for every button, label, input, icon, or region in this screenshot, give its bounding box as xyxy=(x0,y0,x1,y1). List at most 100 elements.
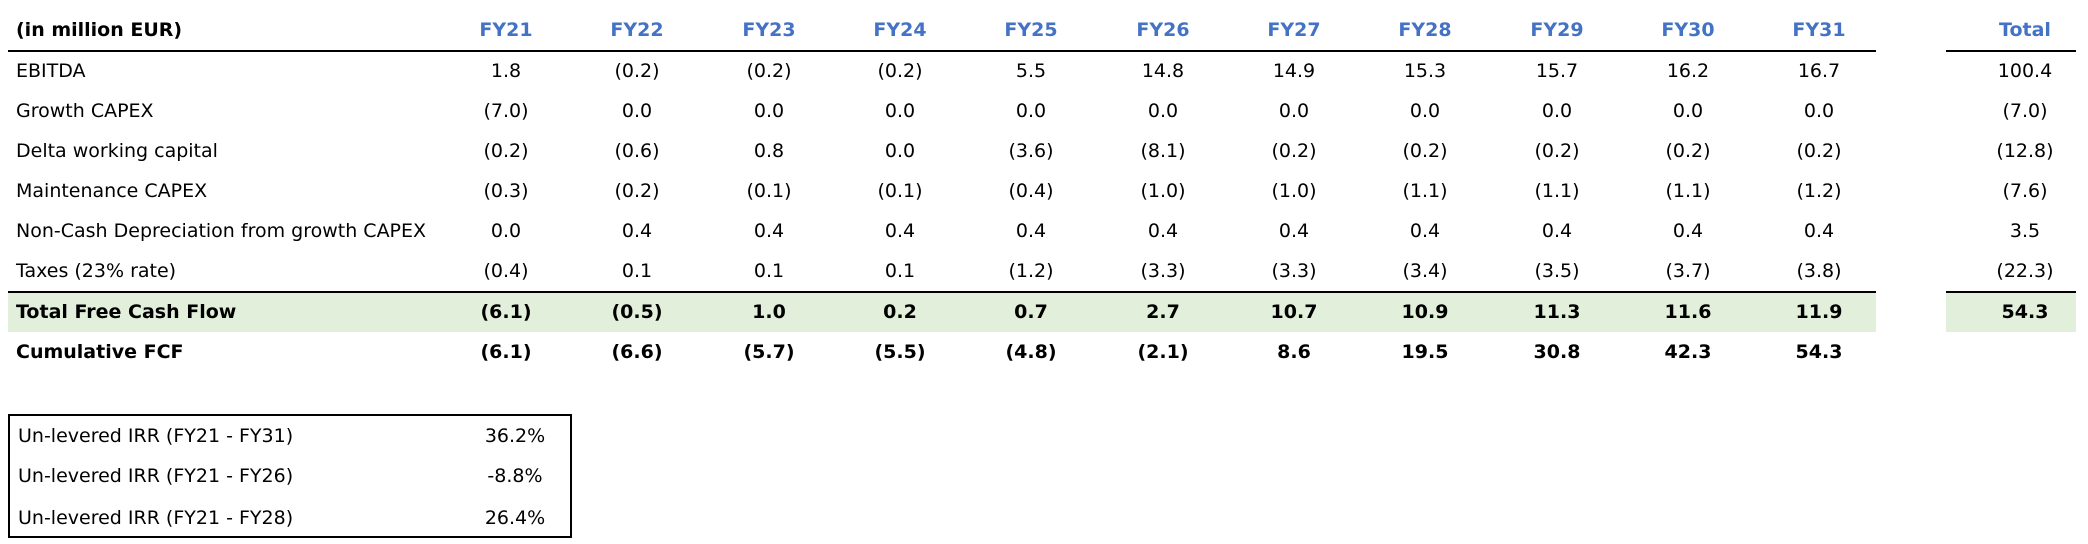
row-value: 0.0 xyxy=(1278,100,1310,122)
row-value: 54.3 xyxy=(1795,341,1843,363)
cumulative-fcf-row: Cumulative FCF (6.1) (6.6) (5.7) (5.5) (… xyxy=(0,332,2088,372)
fcf-highlight-band xyxy=(8,292,1876,332)
row-value: (3.3) xyxy=(1271,260,1317,282)
year-header: FY22 xyxy=(610,19,664,41)
row-value: (3.5) xyxy=(1534,260,1580,282)
row-value: 0.4 xyxy=(1015,220,1047,242)
row-value: (0.2) xyxy=(1402,140,1448,162)
row-total: 100.4 xyxy=(1997,60,2053,82)
year-header: FY29 xyxy=(1530,19,1584,41)
table-row: EBITDA 1.8 (0.2) (0.2) (0.2) 5.5 14.8 14… xyxy=(0,51,2088,91)
row-total: (22.3) xyxy=(1996,260,2054,282)
row-value: 0.0 xyxy=(1409,100,1441,122)
row-label: EBITDA xyxy=(16,60,86,82)
row-value: (5.5) xyxy=(874,341,926,363)
year-header: FY30 xyxy=(1661,19,1715,41)
row-value: (7.0) xyxy=(483,100,529,122)
row-value: (5.7) xyxy=(743,341,795,363)
row-value: 0.0 xyxy=(884,140,916,162)
row-value: 0.1 xyxy=(621,260,653,282)
row-value: (1.2) xyxy=(1796,180,1842,202)
year-header: FY28 xyxy=(1398,19,1452,41)
year-header: FY21 xyxy=(479,19,533,41)
row-value: (1.1) xyxy=(1665,180,1711,202)
row-value: (0.2) xyxy=(483,140,529,162)
row-value: 2.7 xyxy=(1146,301,1180,323)
irr-row: Un-levered IRR (FY21 - FY28) 26.4% xyxy=(10,498,574,538)
row-value: (0.1) xyxy=(746,180,792,202)
row-label: Growth CAPEX xyxy=(16,100,154,122)
row-value: (6.1) xyxy=(480,341,532,363)
row-value: 0.4 xyxy=(753,220,785,242)
row-value: (0.3) xyxy=(483,180,529,202)
year-header: FY24 xyxy=(873,19,927,41)
row-value: 11.9 xyxy=(1795,301,1843,323)
row-label: Total Free Cash Flow xyxy=(16,301,237,323)
row-value: 0.4 xyxy=(1409,220,1441,242)
row-total: 54.3 xyxy=(2001,301,2049,323)
year-header: FY23 xyxy=(742,19,796,41)
row-total: 3.5 xyxy=(2009,220,2041,242)
irr-row: Un-levered IRR (FY21 - FY31) 36.2% xyxy=(10,416,574,456)
row-value: 15.7 xyxy=(1535,60,1579,82)
row-total: (12.8) xyxy=(1996,140,2054,162)
row-value: (6.1) xyxy=(480,301,532,323)
table-row: Delta working capital (0.2) (0.6) 0.8 0.… xyxy=(0,131,2088,171)
row-value: 42.3 xyxy=(1664,341,1712,363)
row-label: Delta working capital xyxy=(16,140,218,162)
row-value: 0.4 xyxy=(1672,220,1704,242)
header-row: (in million EUR) FY21 FY22 FY23 FY24 FY2… xyxy=(0,10,2088,50)
row-value: 14.9 xyxy=(1272,60,1316,82)
row-value: (0.6) xyxy=(614,140,660,162)
row-value: 5.5 xyxy=(1015,60,1047,82)
table-row: Maintenance CAPEX (0.3) (0.2) (0.1) (0.1… xyxy=(0,171,2088,211)
row-label: Maintenance CAPEX xyxy=(16,180,208,202)
row-value: (0.2) xyxy=(614,180,660,202)
row-value: (1.1) xyxy=(1534,180,1580,202)
row-value: 8.6 xyxy=(1277,341,1311,363)
row-value: (0.2) xyxy=(1534,140,1580,162)
irr-label: Un-levered IRR (FY21 - FY31) xyxy=(18,425,294,447)
year-header: FY27 xyxy=(1267,19,1321,41)
row-value: 0.4 xyxy=(1803,220,1835,242)
row-value: (0.4) xyxy=(483,260,529,282)
row-value: 19.5 xyxy=(1401,341,1449,363)
row-value: 15.3 xyxy=(1403,60,1447,82)
row-value: 0.8 xyxy=(753,140,785,162)
row-value: (2.1) xyxy=(1137,341,1189,363)
row-value: 11.3 xyxy=(1533,301,1581,323)
year-header: FY31 xyxy=(1792,19,1846,41)
irr-label: Un-levered IRR (FY21 - FY26) xyxy=(18,465,294,487)
unit-label: (in million EUR) xyxy=(16,19,183,41)
irr-summary-box: Un-levered IRR (FY21 - FY31) 36.2% Un-le… xyxy=(8,414,572,538)
table-row: Non-Cash Depreciation from growth CAPEX … xyxy=(0,211,2088,251)
row-value: (0.2) xyxy=(1796,140,1842,162)
row-value: 0.0 xyxy=(1541,100,1573,122)
row-total: (7.6) xyxy=(2002,180,2048,202)
row-value: 0.0 xyxy=(1015,100,1047,122)
row-value: (0.2) xyxy=(1271,140,1317,162)
row-value: 16.7 xyxy=(1797,60,1841,82)
row-value: (0.2) xyxy=(1665,140,1711,162)
header-rule xyxy=(8,50,1876,52)
row-value: (0.2) xyxy=(877,60,923,82)
row-value: 0.0 xyxy=(884,100,916,122)
row-value: 1.0 xyxy=(752,301,786,323)
row-total: (7.0) xyxy=(2002,100,2048,122)
row-value: (0.2) xyxy=(746,60,792,82)
row-value: 0.4 xyxy=(621,220,653,242)
row-value: 14.8 xyxy=(1141,60,1185,82)
row-value: 30.8 xyxy=(1533,341,1581,363)
row-value: 10.9 xyxy=(1401,301,1449,323)
row-value: 0.1 xyxy=(753,260,785,282)
table-row: Taxes (23% rate) (0.4) 0.1 0.1 0.1 (1.2)… xyxy=(0,251,2088,291)
row-value: (3.3) xyxy=(1140,260,1186,282)
irr-value: 36.2% xyxy=(484,425,546,447)
fcf-total-rule xyxy=(1946,291,2076,293)
row-value: 0.0 xyxy=(1803,100,1835,122)
row-value: (0.5) xyxy=(611,301,663,323)
row-value: 0.4 xyxy=(1278,220,1310,242)
row-value: (0.1) xyxy=(877,180,923,202)
row-value: (1.0) xyxy=(1271,180,1317,202)
